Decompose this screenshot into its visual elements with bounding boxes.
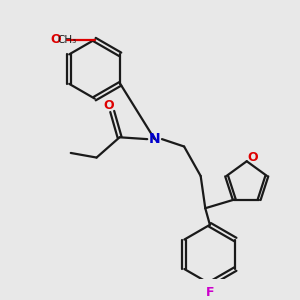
Text: O: O xyxy=(103,98,114,112)
Text: CH₃: CH₃ xyxy=(58,34,77,45)
Text: F: F xyxy=(206,286,214,299)
Text: N: N xyxy=(149,132,161,146)
Text: O: O xyxy=(50,33,61,46)
Text: O: O xyxy=(247,151,258,164)
